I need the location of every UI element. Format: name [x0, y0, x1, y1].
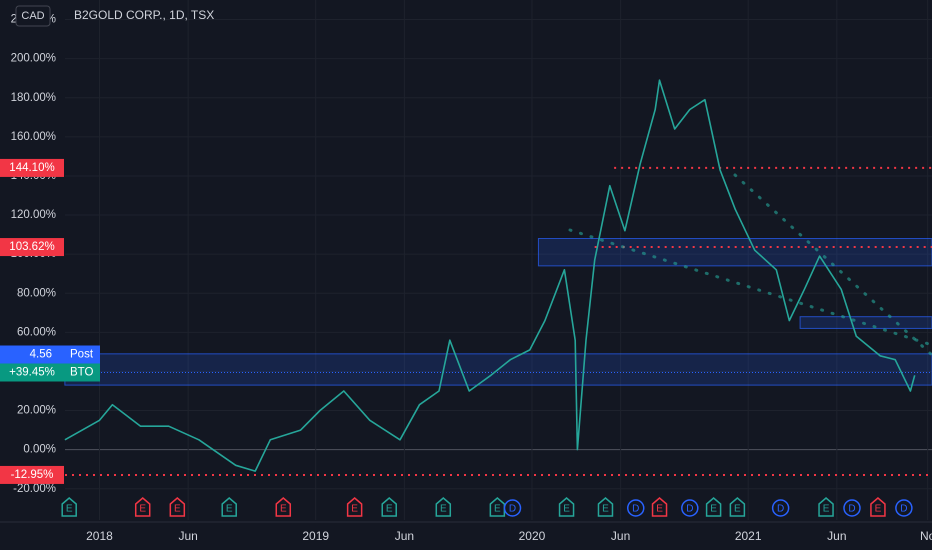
event-label: E [734, 504, 741, 515]
currency: CAD [21, 10, 44, 22]
y-tick-label: 180.00% [11, 92, 56, 104]
y-tick-label: 160.00% [11, 131, 56, 143]
x-tick-label: Jun [395, 529, 414, 543]
event-marker [558, 497, 575, 517]
x-tick-label: Jun [611, 529, 630, 543]
price-label: 4.56 [30, 349, 52, 361]
event-label: E [351, 504, 358, 515]
price-side: Post [70, 349, 94, 361]
event-marker [681, 499, 699, 517]
x-tick-label: 2020 [519, 529, 546, 543]
level-tag [0, 158, 64, 177]
x-tick-label: 2021 [735, 529, 762, 543]
event-marker [381, 497, 397, 517]
event-marker [870, 497, 886, 517]
event-marker [221, 497, 237, 517]
event-label: E [139, 504, 146, 515]
y-tick-label: 0.00% [23, 444, 56, 456]
event-label: E [602, 504, 609, 515]
event-marker [275, 497, 292, 517]
event-marker [729, 497, 746, 517]
y-tick-label: 200.00% [11, 53, 56, 65]
event-label: E [440, 504, 447, 515]
event-label: E [710, 504, 717, 515]
zone [799, 316, 932, 329]
labels: -20.00%0.00%20.00%40.00%60.00%80.00%100.… [0, 14, 932, 543]
currency-box[interactable] [15, 5, 51, 27]
price-tag [0, 345, 64, 364]
event-label: D [686, 504, 693, 515]
event-label: E [823, 504, 830, 515]
event-marker [705, 497, 722, 517]
event-marker [61, 497, 77, 517]
y-tick-label: 20.00% [17, 405, 56, 417]
level-tag [0, 465, 64, 484]
position-side: BTO [70, 367, 93, 379]
event-label: D [900, 504, 907, 515]
chart-title: B2GOLD CORP., 1D, TSX [74, 8, 214, 22]
event-marker [346, 497, 363, 517]
event-marker [843, 499, 861, 517]
x-tick-label: Jun [827, 529, 846, 543]
event-label: E [494, 504, 501, 515]
y-tick-label: -20.00% [13, 483, 56, 495]
level-tag [0, 238, 64, 257]
event-label: D [848, 504, 855, 515]
event-marker [597, 497, 614, 517]
event-marker [818, 497, 834, 517]
event-marker [169, 497, 186, 517]
level-label: 144.10% [9, 162, 54, 174]
event-marker [651, 497, 668, 517]
event-label: E [656, 504, 663, 515]
event-label: E [226, 504, 233, 515]
zone [537, 237, 932, 267]
event-marker [503, 499, 522, 517]
y-tick-label: 60.00% [17, 326, 56, 338]
position-side-tag [64, 363, 100, 382]
grid [65, 0, 932, 520]
event-marker [626, 499, 645, 517]
y-tick-label: 80.00% [17, 287, 56, 299]
event-marker [771, 499, 790, 517]
y-tick-label: 120.00% [11, 209, 56, 221]
event-label: E [66, 504, 73, 515]
price-line [64, 79, 916, 472]
x-tick-label: No [920, 529, 932, 543]
event-label: D [632, 504, 639, 515]
event-label: D [777, 504, 784, 515]
level-label: -12.95% [11, 469, 54, 481]
event-marker [134, 497, 151, 517]
position-label: +39.45% [9, 367, 55, 379]
event-label: E [386, 504, 393, 515]
event-label: E [875, 504, 882, 515]
trend-line [733, 173, 932, 357]
position-tag [0, 363, 64, 382]
event-label: D [509, 504, 516, 515]
event-marker [435, 497, 452, 517]
event-marker [895, 499, 913, 517]
x-tick-label: 2018 [86, 529, 113, 543]
plot [64, 79, 916, 472]
event-label: E [563, 504, 570, 515]
price-side-tag [64, 345, 100, 364]
x-tick-label: 2019 [302, 529, 329, 543]
x-tick-label: Jun [178, 529, 197, 543]
event-label: E [280, 504, 287, 515]
level-label: 103.62% [9, 241, 54, 253]
event-label: E [174, 504, 181, 515]
